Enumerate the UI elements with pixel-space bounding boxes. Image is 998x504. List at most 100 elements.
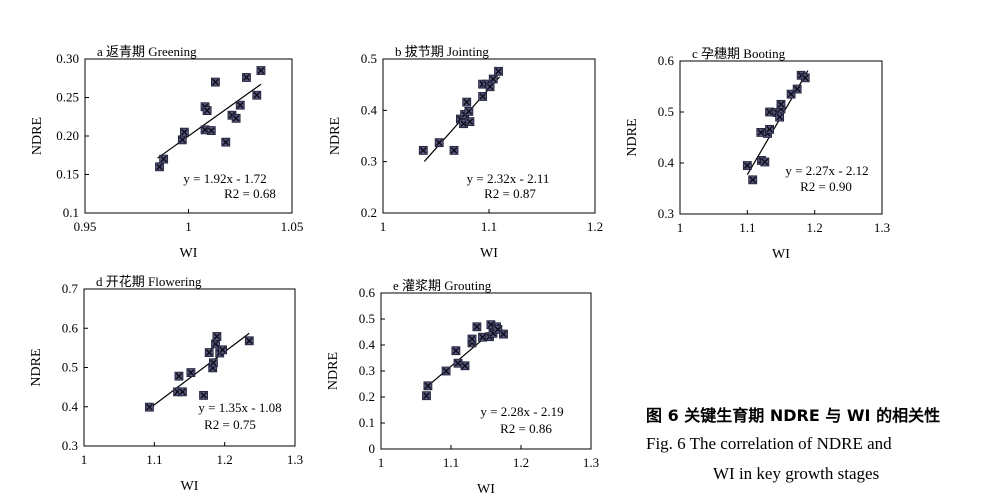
panel-title: d 开花期 Flowering	[96, 274, 202, 289]
y-tick-label: 0.3	[359, 363, 375, 378]
data-point-mark	[766, 126, 773, 133]
data-point-mark	[479, 93, 486, 100]
data-point-mark	[207, 127, 215, 134]
data-point-mark	[495, 68, 502, 75]
data-point-mark	[179, 388, 186, 396]
data-point-mark	[761, 158, 769, 166]
data-point-mark	[424, 382, 432, 390]
regression-equation: y = 2.28x - 2.19	[480, 404, 563, 419]
data-point-mark	[465, 108, 473, 115]
data-point-mark	[213, 333, 221, 340]
x-axis-label: WI	[480, 246, 498, 261]
data-point-mark	[160, 155, 167, 163]
data-point-mark	[757, 129, 765, 136]
r-squared-label: R2 = 0.68	[224, 186, 276, 201]
data-point-mark	[450, 147, 458, 154]
data-point-mark	[468, 335, 476, 343]
regression-equation: y = 2.27x - 2.12	[785, 163, 868, 178]
y-tick-label: 0.5	[361, 51, 377, 66]
plot-frame	[380, 292, 592, 450]
y-tick-label: 0.7	[62, 281, 79, 296]
panel-title: c 孕穗期 Booting	[692, 46, 786, 61]
data-point-mark	[744, 162, 751, 169]
y-tick-label: 0.6	[658, 53, 675, 68]
plot-frame	[679, 60, 883, 215]
data-point-mark	[222, 138, 230, 146]
y-tick-label: 0.3	[62, 438, 78, 453]
data-point-mark	[253, 91, 261, 99]
x-tick-label: 1.2	[513, 455, 529, 470]
y-tick-label: 0.15	[56, 167, 79, 182]
data-point-mark	[200, 392, 207, 399]
x-tick-label: 1.3	[583, 455, 599, 470]
x-tick-label: 1	[380, 219, 387, 234]
data-point-mark	[801, 74, 809, 82]
y-tick-label: 0.4	[359, 337, 376, 352]
data-point-mark	[461, 362, 469, 370]
data-point-mark	[212, 340, 219, 348]
y-tick-label: 0.5	[359, 311, 375, 326]
data-point-mark	[175, 372, 183, 380]
r-squared-label: R2 = 0.87	[484, 186, 536, 201]
y-tick-label: 0.3	[361, 154, 377, 169]
y-tick-label: 0.30	[56, 51, 79, 66]
y-tick-label: 0	[369, 441, 376, 456]
y-axis-label: NDRE	[29, 348, 44, 386]
y-tick-label: 0.1	[63, 205, 79, 220]
y-tick-label: 0.20	[56, 128, 79, 143]
y-tick-label: 0.3	[658, 206, 674, 221]
x-tick-label: 1.3	[874, 220, 890, 235]
data-point-mark	[212, 78, 219, 86]
y-tick-label: 0.5	[62, 360, 78, 375]
y-tick-label: 0.4	[361, 102, 378, 117]
x-axis-label: WI	[180, 246, 198, 261]
panel-title: b 拔节期 Jointing	[395, 44, 489, 59]
regression-equation: y = 2.32x - 2.11	[467, 171, 550, 186]
y-axis-label: NDRE	[625, 118, 640, 156]
y-tick-label: 0.6	[62, 320, 79, 335]
x-tick-label: 1.05	[281, 219, 304, 234]
data-point-mark	[777, 101, 785, 108]
data-point-mark	[156, 163, 163, 171]
panel-title: e 灌浆期 Grouting	[393, 278, 492, 293]
data-point-mark	[749, 176, 757, 184]
x-axis-label: WI	[181, 479, 199, 494]
data-point-mark	[245, 337, 253, 345]
x-tick-label: 0.95	[74, 219, 97, 234]
data-point-mark	[454, 359, 462, 367]
data-point-mark	[463, 98, 471, 106]
data-point-mark	[776, 113, 783, 121]
panel-title: a 返青期 Greening	[97, 44, 197, 59]
data-point-mark	[205, 349, 213, 356]
data-point-mark	[489, 75, 497, 83]
data-point-mark	[146, 403, 153, 411]
data-point-mark	[793, 85, 801, 93]
plot-frame	[83, 288, 296, 447]
data-point-mark	[232, 114, 240, 122]
data-point-mark	[473, 323, 481, 331]
y-tick-label: 0.2	[359, 389, 375, 404]
y-axis-label: NDRE	[326, 352, 341, 390]
regression-equation: y = 1.35x - 1.08	[198, 400, 281, 415]
y-tick-label: 0.2	[361, 205, 377, 220]
data-point-mark	[210, 359, 217, 367]
data-point-mark	[236, 101, 244, 109]
y-tick-label: 0.4	[658, 155, 675, 170]
data-point-mark	[423, 392, 430, 399]
data-point-mark	[466, 118, 474, 125]
y-tick-label: 0.4	[62, 399, 79, 414]
x-axis-label: WI	[772, 247, 790, 262]
data-point-mark	[766, 108, 773, 116]
x-tick-label: 1.3	[287, 452, 303, 467]
data-point-mark	[203, 107, 211, 114]
data-point-mark	[442, 367, 450, 375]
y-axis-label: NDRE	[30, 117, 45, 155]
data-point-mark	[486, 83, 494, 91]
y-tick-label: 0.5	[658, 104, 674, 119]
data-point-mark	[435, 139, 443, 146]
data-point-mark	[181, 128, 188, 136]
r-squared-label: R2 = 0.90	[800, 179, 852, 194]
data-point-mark	[500, 330, 507, 338]
regression-equation: y = 1.92x - 1.72	[183, 171, 266, 186]
